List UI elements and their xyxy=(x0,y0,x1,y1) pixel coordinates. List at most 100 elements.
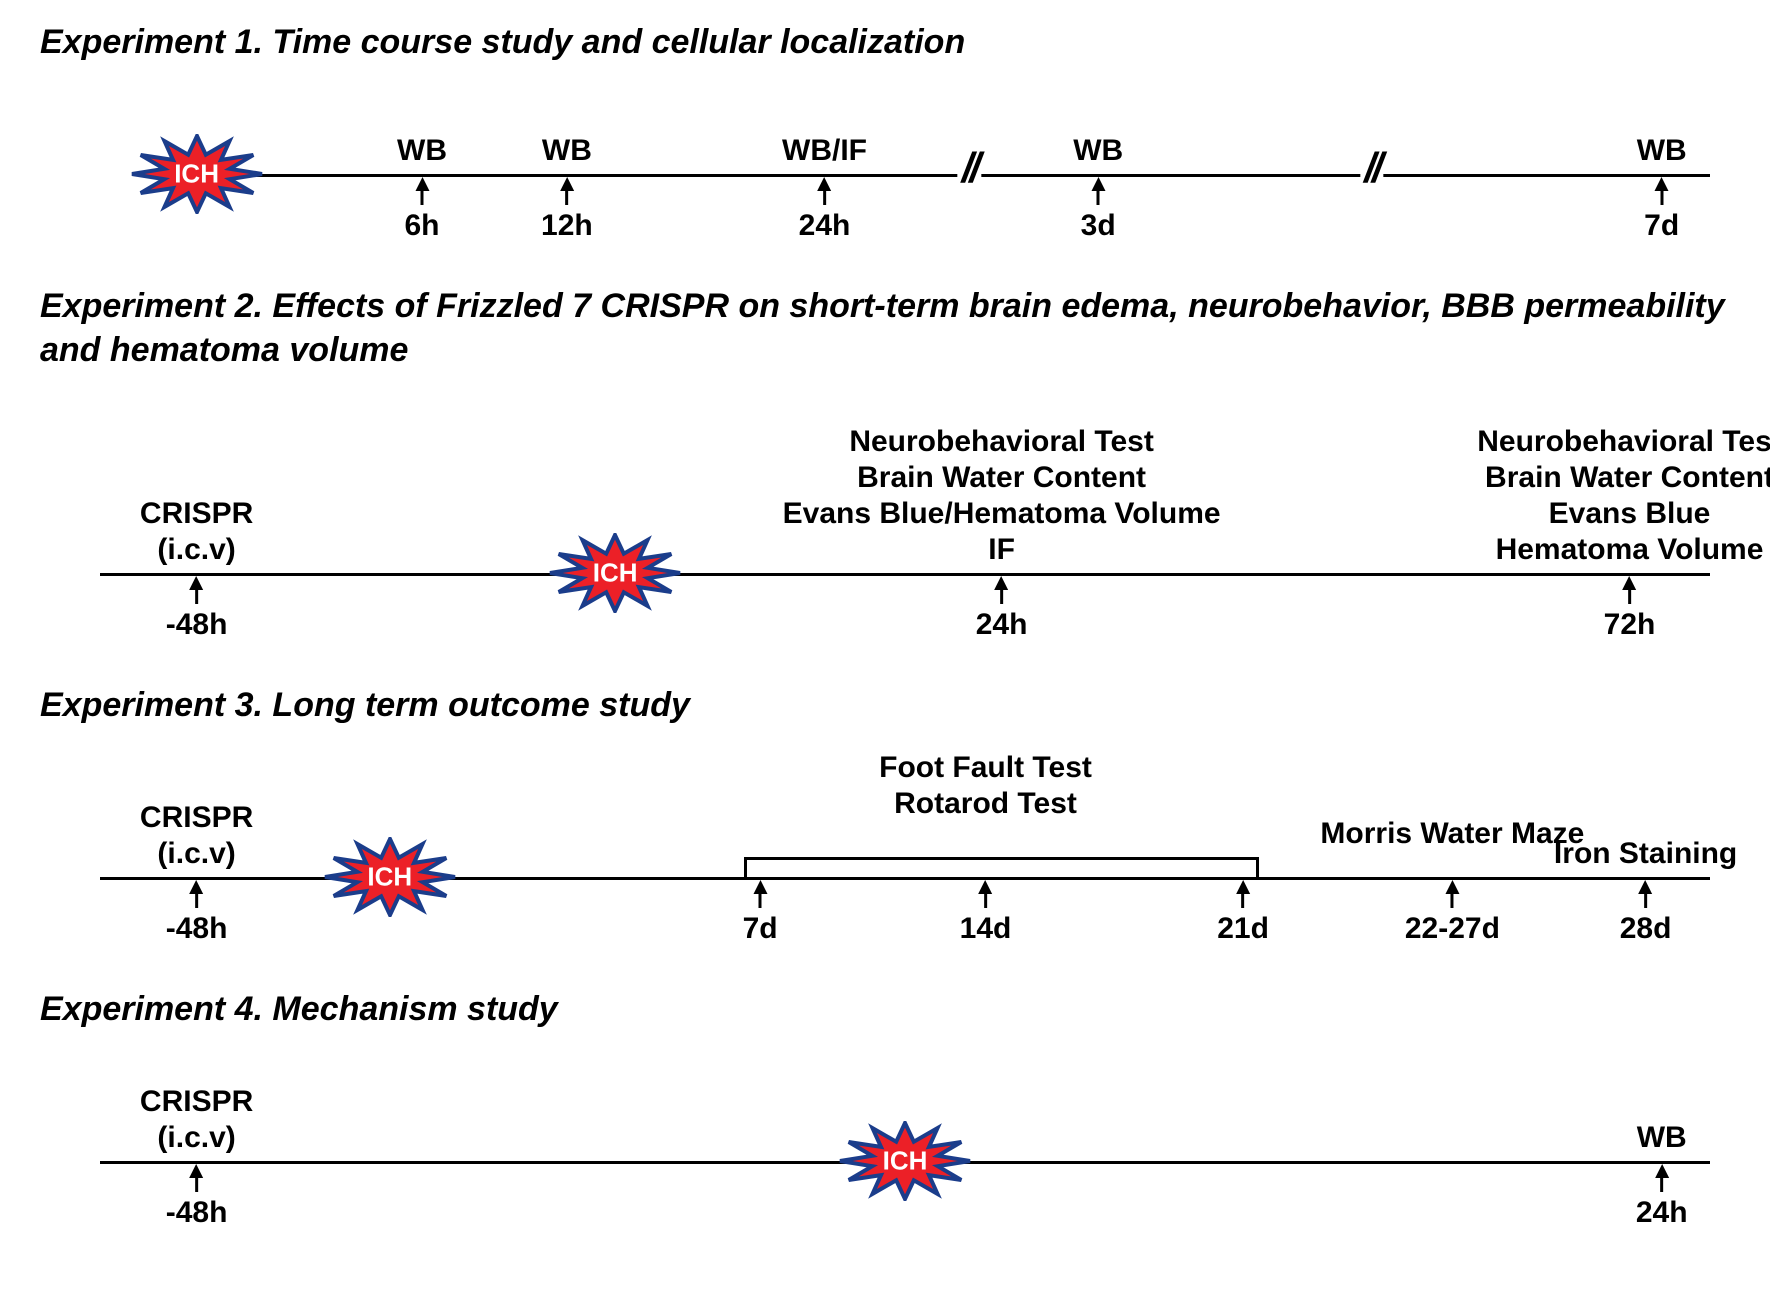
arrow-stem xyxy=(823,191,826,205)
tick-time-label: 7d xyxy=(743,912,778,946)
label-line: Rotarod Test xyxy=(879,786,1092,822)
experiment-title: Experiment 3. Long term outcome study xyxy=(40,683,1730,727)
experiment-title: Experiment 4. Mechanism study xyxy=(40,987,1730,1031)
timeline-tick: 24h xyxy=(976,576,1028,642)
time-break-icon: // xyxy=(958,144,981,192)
label-line: Evans Blue/Hematoma Volume xyxy=(783,496,1221,532)
label-line: Iron Staining xyxy=(1554,836,1737,872)
tick-time-label: -48h xyxy=(166,1196,228,1230)
arrow-up-icon xyxy=(1236,880,1250,894)
tick-above-label: Iron Staining xyxy=(1554,836,1737,872)
arrow-up-icon xyxy=(817,177,831,191)
timeline: CRISPR(i.c.v)-48hNeurobehavioral TestBra… xyxy=(100,393,1710,633)
ich-burst: ICH xyxy=(835,1121,975,1201)
pre-treatment-label: CRISPR(i.c.v) xyxy=(140,496,253,568)
pre-treatment-label: CRISPR(i.c.v) xyxy=(140,1084,253,1156)
label-line: WB xyxy=(542,133,592,169)
label-line: WB xyxy=(1073,133,1123,169)
arrow-stem xyxy=(565,191,568,205)
arrow-stem xyxy=(1000,590,1003,604)
label-line: WB/IF xyxy=(782,133,867,169)
arrow-up-icon xyxy=(1622,576,1636,590)
label-line: Brain Water Content xyxy=(1477,460,1770,496)
arrow-stem xyxy=(1660,1178,1663,1192)
label-line: WB xyxy=(1637,1120,1687,1156)
arrow-stem xyxy=(195,590,198,604)
label-line: Hematoma Volume xyxy=(1477,532,1770,568)
timeline: CRISPR(i.c.v)-48hWB24hICH xyxy=(100,1051,1710,1221)
tick-time-label: 6h xyxy=(404,209,439,243)
tick-time-label: -48h xyxy=(166,608,228,642)
tick-time-label: -48h xyxy=(166,912,228,946)
arrow-up-icon xyxy=(560,177,574,191)
tick-time-label: 24h xyxy=(1636,1196,1688,1230)
range-bracket xyxy=(744,857,1259,877)
tick-time-label: 22-27d xyxy=(1405,912,1500,946)
arrow-stem xyxy=(759,894,762,908)
ich-burst-label: ICH xyxy=(174,159,219,190)
ich-burst-label: ICH xyxy=(593,557,638,588)
timeline-tick: 21d xyxy=(1217,880,1269,946)
tick-above-label: WB xyxy=(1637,133,1687,169)
timeline-tick: 14d xyxy=(960,880,1012,946)
tick-above-label: WB xyxy=(542,133,592,169)
arrow-stem xyxy=(1097,191,1100,205)
tick-above-label: WB xyxy=(397,133,447,169)
label-line: CRISPR xyxy=(140,496,253,532)
arrow-stem xyxy=(1628,590,1631,604)
tick-time-label: 72h xyxy=(1604,608,1656,642)
experiment-4: Experiment 4. Mechanism study CRISPR(i.c.… xyxy=(40,987,1730,1221)
timeline-tick: 24h xyxy=(1636,1164,1688,1230)
timeline-tick: 28d xyxy=(1620,880,1672,946)
label-line: WB xyxy=(1637,133,1687,169)
tick-time-label: 7d xyxy=(1644,209,1679,243)
arrow-stem xyxy=(1644,894,1647,908)
ich-burst: ICH xyxy=(127,134,267,214)
timeline: ////WB6hWB12hWB/IF24hWB3dWB7dICH xyxy=(100,84,1710,234)
label-line: Brain Water Content xyxy=(783,460,1221,496)
label-line: (i.c.v) xyxy=(140,532,253,568)
arrow-up-icon xyxy=(1655,1164,1669,1178)
timeline-tick: 72h xyxy=(1604,576,1656,642)
experiment-title: Experiment 1. Time course study and cell… xyxy=(40,20,1730,64)
tick-time-label: 28d xyxy=(1620,912,1672,946)
timeline-axis xyxy=(164,174,1710,177)
timeline-tick: -48h xyxy=(166,880,228,946)
label-line: CRISPR xyxy=(140,1084,253,1120)
label-line: Foot Fault Test xyxy=(879,750,1092,786)
label-line: IF xyxy=(783,532,1221,568)
experiment-title: Experiment 2. Effects of Frizzled 7 CRIS… xyxy=(40,284,1730,372)
timeline-tick: 7d xyxy=(1644,177,1679,243)
label-line: WB xyxy=(397,133,447,169)
tick-time-label: 24h xyxy=(976,608,1028,642)
arrow-up-icon xyxy=(415,177,429,191)
ich-burst: ICH xyxy=(545,533,685,613)
timeline-tick: 12h xyxy=(541,177,593,243)
arrow-up-icon xyxy=(995,576,1009,590)
experiment-3: Experiment 3. Long term outcome study CRI… xyxy=(40,683,1730,937)
ich-burst-label: ICH xyxy=(883,1145,928,1176)
arrow-up-icon xyxy=(1639,880,1653,894)
tick-above-label: Neurobehavioral TestBrain Water ContentE… xyxy=(1477,424,1770,568)
tick-above-label: Neurobehavioral TestBrain Water ContentE… xyxy=(783,424,1221,568)
label-line: Neurobehavioral Test xyxy=(783,424,1221,460)
arrow-up-icon xyxy=(1655,177,1669,191)
arrow-stem xyxy=(420,191,423,205)
arrow-stem xyxy=(984,894,987,908)
timeline-axis xyxy=(100,573,1710,576)
tick-time-label: 14d xyxy=(960,912,1012,946)
tick-time-label: 3d xyxy=(1081,209,1116,243)
label-line: Evans Blue xyxy=(1477,496,1770,532)
arrow-stem xyxy=(1451,894,1454,908)
timeline-tick: 6h xyxy=(404,177,439,243)
tick-above-label: Foot Fault TestRotarod Test xyxy=(879,750,1092,822)
timeline-tick: 22-27d xyxy=(1405,880,1500,946)
timeline-tick: 24h xyxy=(799,177,851,243)
arrow-up-icon xyxy=(1091,177,1105,191)
timeline-tick: -48h xyxy=(166,576,228,642)
arrow-up-icon xyxy=(978,880,992,894)
label-line: Morris Water Maze xyxy=(1320,816,1584,852)
label-line: CRISPR xyxy=(140,800,253,836)
arrow-up-icon xyxy=(753,880,767,894)
tick-above-label: WB xyxy=(1073,133,1123,169)
